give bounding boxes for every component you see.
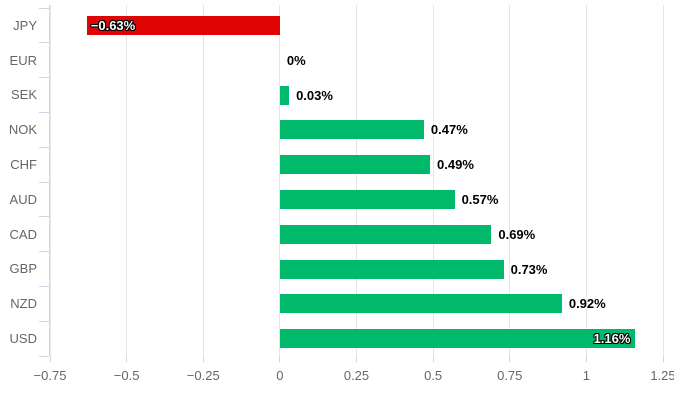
- bar-gbp[interactable]: [279, 259, 504, 279]
- x-axis-tick-label: 0.75: [497, 368, 523, 383]
- category-label-chf: CHF: [10, 157, 37, 173]
- bar-cad[interactable]: [279, 224, 492, 244]
- x-axis-tick: [662, 356, 664, 362]
- x-axis-tick-label: 0.5: [424, 368, 443, 383]
- category-label-nok: NOK: [8, 122, 37, 138]
- data-label-nzd: 0.92%: [568, 296, 606, 312]
- x-axis-tick: [279, 356, 281, 362]
- data-label-chf: 0.49%: [437, 157, 474, 173]
- x-axis-tick-label: 0: [276, 368, 284, 383]
- bar-aud[interactable]: [279, 189, 455, 209]
- y-axis-tick: [39, 7, 49, 9]
- x-gridline: [509, 5, 511, 356]
- x-axis-tick: [509, 356, 511, 362]
- x-gridline: [432, 5, 434, 356]
- x-axis-tick: [126, 356, 128, 362]
- y-axis-tick: [39, 216, 49, 218]
- category-label-sek: SEK: [10, 87, 37, 103]
- bar-usd[interactable]: [279, 329, 636, 349]
- y-axis-tick: [39, 42, 49, 44]
- y-axis-tick: [39, 146, 49, 148]
- category-label-nzd: NZD: [10, 296, 37, 312]
- x-gridline: [126, 5, 128, 356]
- y-axis-tick: [39, 181, 49, 183]
- x-axis-tick: [585, 356, 587, 362]
- category-label-aud: AUD: [9, 191, 37, 207]
- data-label-eur: 0%: [286, 52, 306, 68]
- bar-nok[interactable]: [279, 120, 424, 140]
- x-gridline: [662, 5, 664, 356]
- bar-jpy[interactable]: [86, 15, 280, 35]
- data-label-aud: 0.57%: [461, 191, 499, 207]
- x-axis-tick-label: −0.5: [113, 368, 140, 383]
- x-gridline: [202, 5, 204, 356]
- bar-chf[interactable]: [279, 155, 431, 175]
- category-label-usd: USD: [9, 331, 37, 347]
- x-gridline: [279, 5, 281, 356]
- x-axis-tick: [202, 356, 204, 362]
- y-axis-tick: [39, 355, 49, 357]
- category-label-jpy: JPY: [13, 17, 37, 33]
- x-axis-tick-label: 0.25: [343, 368, 370, 383]
- data-label-gbp: 0.73%: [510, 261, 548, 277]
- data-label-sek: 0.03%: [296, 87, 333, 103]
- y-axis-tick: [39, 285, 49, 287]
- x-gridline: [356, 5, 357, 356]
- y-axis-tick: [39, 77, 49, 79]
- x-axis-tick-label: −0.75: [33, 368, 67, 383]
- y-axis-tick: [39, 320, 49, 322]
- data-label-cad: 0.69%: [498, 226, 536, 242]
- x-axis-tick-label: −0.25: [186, 368, 220, 383]
- category-label-eur: EUR: [9, 52, 37, 68]
- data-label-jpy: −0.63%: [90, 17, 136, 33]
- category-label-cad: CAD: [9, 226, 37, 242]
- bar-sek[interactable]: [279, 85, 290, 105]
- y-axis-tick: [39, 251, 49, 253]
- x-axis-tick: [432, 356, 434, 362]
- x-gridline: [585, 5, 587, 356]
- category-label-gbp: GBP: [9, 261, 37, 277]
- x-axis-tick-label: 1: [582, 368, 590, 383]
- y-axis-tick: [39, 111, 49, 113]
- x-axis-tick-label: 1.25: [650, 368, 674, 383]
- data-label-usd: 1.16%: [593, 331, 631, 347]
- x-axis-tick: [49, 356, 51, 362]
- x-axis-tick: [356, 356, 357, 362]
- data-label-nok: 0.47%: [430, 122, 468, 138]
- y-axis-line: [49, 5, 50, 356]
- x-gridline: [49, 5, 51, 356]
- bar-nzd[interactable]: [279, 294, 562, 314]
